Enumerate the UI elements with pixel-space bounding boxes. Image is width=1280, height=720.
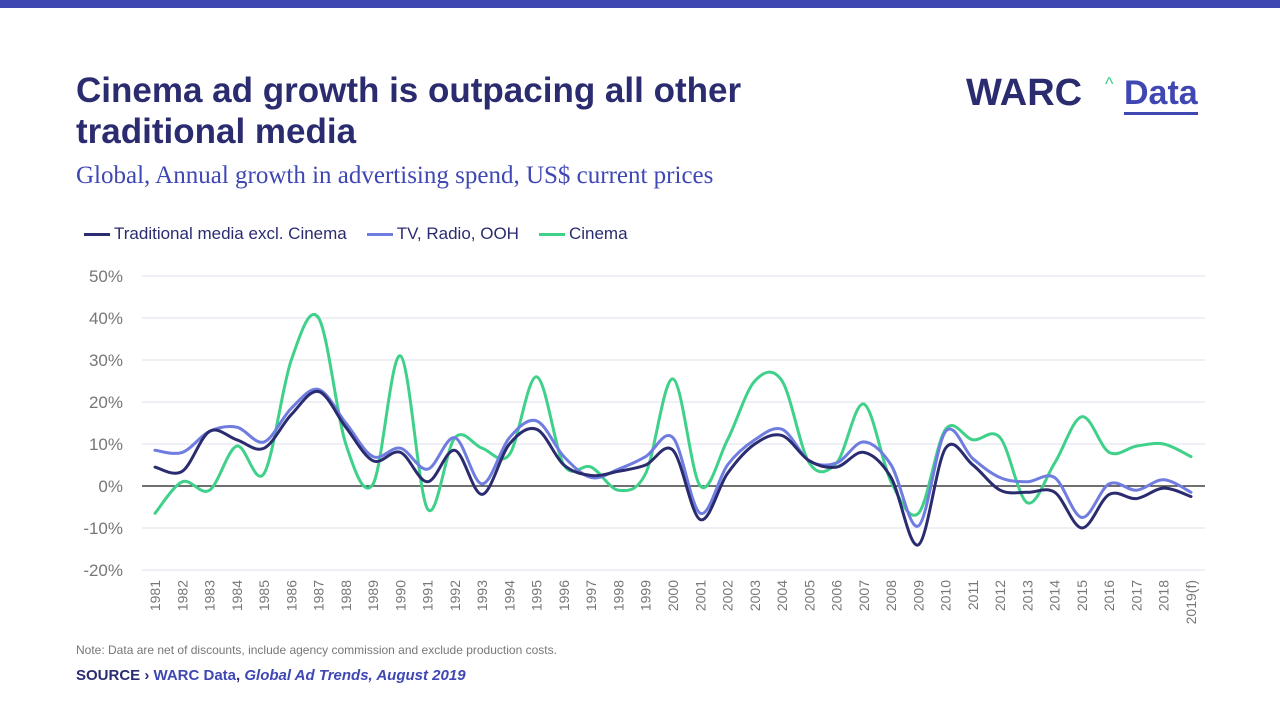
x-tick-label: 1984 — [229, 580, 245, 611]
x-tick-label: 2002 — [720, 580, 736, 611]
x-tick-label: 2015 — [1074, 580, 1090, 611]
source-org: WARC Data — [153, 667, 237, 684]
legend-label-traditional: Traditional media excl. Cinema — [114, 224, 347, 243]
source-prefix: SOURCE › — [76, 667, 154, 684]
x-tick-label: 2001 — [692, 580, 708, 611]
x-tick-label: 2012 — [992, 580, 1008, 611]
y-tick-label: 0% — [98, 477, 123, 496]
x-tick-label: 1999 — [638, 580, 654, 611]
x-tick-label: 2011 — [965, 580, 981, 610]
x-tick-label: 1988 — [338, 580, 354, 611]
legend-item-traditional: Traditional media excl. Cinema — [84, 224, 347, 244]
logo-subtext: Data — [1124, 74, 1198, 115]
logo-wordmark: WARC — [966, 72, 1083, 114]
x-tick-label: 1981 — [147, 580, 163, 611]
y-tick-label: -10% — [83, 519, 123, 538]
x-tick-label: 2005 — [801, 580, 817, 611]
source-separator: , — [236, 667, 245, 684]
x-tick-label: 1991 — [420, 580, 436, 611]
x-tick-label: 1986 — [283, 580, 299, 611]
x-tick-label: 1996 — [556, 580, 572, 611]
series-line-cinema — [153, 313, 1193, 517]
page-subtitle: Global, Annual growth in advertising spe… — [76, 162, 714, 189]
chart-legend: Traditional media excl. Cinema TV, Radio… — [84, 222, 648, 246]
x-tick-label: 2013 — [1019, 580, 1035, 611]
y-tick-label: -20% — [83, 561, 123, 580]
x-tick-label: 1992 — [447, 580, 463, 611]
x-tick-label: 2017 — [1128, 580, 1144, 611]
legend-label-cinema: Cinema — [568, 224, 628, 243]
x-tick-label: 1985 — [256, 580, 272, 611]
legend-swatch-traditional — [84, 232, 110, 236]
y-tick-label: 20% — [89, 393, 123, 412]
legend-label-tv-radio-ooh: TV, Radio, OOH — [396, 224, 519, 243]
x-tick-label: 2010 — [938, 580, 954, 611]
x-tick-label: 2018 — [1156, 580, 1172, 611]
x-tick-label: 1997 — [583, 580, 599, 611]
logo-caret-icon: ^ — [1105, 74, 1114, 94]
line-chart: -20% -10% 0% 10% 20% 30% 40% 50% 1981 1982 1983 198… — [83, 267, 1205, 624]
source-title: Global Ad Trends, August 2019 — [244, 667, 466, 684]
x-tick-label: 2014 — [1047, 580, 1063, 611]
x-tick-label: 2006 — [829, 580, 845, 611]
series-line-tv-radio-ooh — [153, 387, 1193, 528]
legend-item-tv-radio-ooh: TV, Radio, OOH — [366, 224, 519, 244]
x-tick-label: 1987 — [311, 580, 327, 611]
y-tick-label: 50% — [89, 267, 123, 286]
page-title: Cinema ad growth is outpacing all other … — [76, 71, 742, 151]
x-tick-label: 1982 — [174, 580, 190, 611]
x-tick-label: 2008 — [883, 580, 899, 611]
series-line-traditional — [153, 389, 1193, 547]
legend-swatch-tv-radio-ooh — [366, 232, 393, 236]
x-tick-label: 1989 — [365, 580, 381, 611]
x-tick-label: 2007 — [856, 580, 872, 611]
x-tick-label: 1994 — [501, 580, 517, 611]
x-tick-label: 2004 — [774, 580, 790, 611]
legend-swatch-cinema — [538, 232, 565, 236]
x-tick-label: 1995 — [529, 580, 545, 611]
footnote: Note: Data are net of discounts, include… — [76, 643, 557, 657]
x-tick-label: 2019(f) — [1183, 580, 1199, 624]
y-tick-label: 10% — [89, 435, 123, 454]
x-tick-label: 1998 — [610, 580, 626, 611]
legend-item-cinema: Cinema — [538, 224, 628, 244]
x-tick-label: 1993 — [474, 580, 490, 611]
y-tick-label: 40% — [89, 309, 123, 328]
y-tick-label: 30% — [89, 351, 123, 370]
x-tick-label: 2009 — [910, 580, 926, 611]
source-line: SOURCE › WARC Data, Global Ad Trends, Au… — [76, 667, 466, 684]
x-tick-label: 2000 — [665, 580, 681, 611]
top-accent-bar — [0, 0, 1280, 8]
x-tick-label: 1990 — [392, 580, 408, 611]
x-tick-label: 2016 — [1101, 580, 1117, 611]
x-tick-label: 1983 — [202, 580, 218, 611]
x-tick-label: 2003 — [747, 580, 763, 611]
